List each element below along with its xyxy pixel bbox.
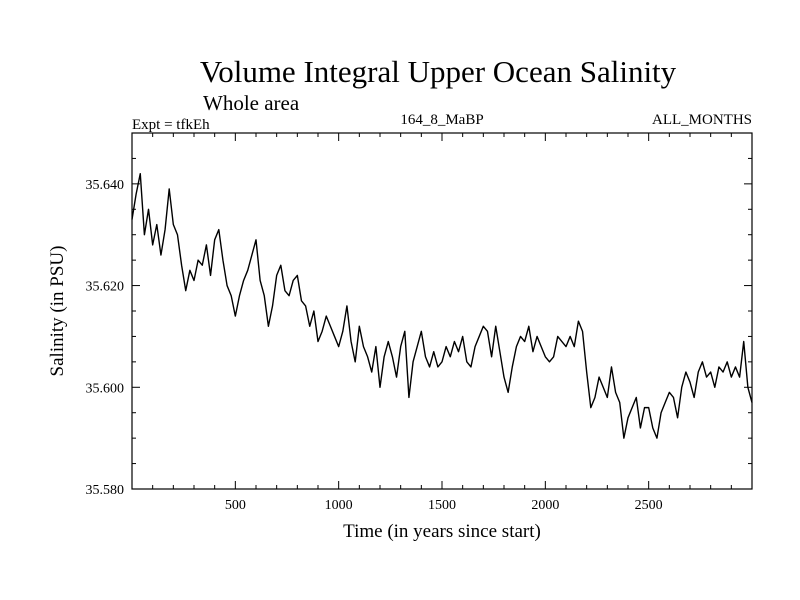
x-tick-label: 2500: [635, 498, 663, 513]
y-tick-label: 35.600: [86, 381, 125, 396]
y-tick-label: 35.620: [86, 280, 125, 295]
y-tick-label: 35.580: [86, 483, 125, 498]
x-tick-label: 500: [225, 498, 246, 513]
y-tick-label: 35.640: [86, 178, 125, 193]
x-axis: 500 1000 1500 2000 2500: [152, 133, 732, 513]
run-label: 164_8_MaBP: [400, 112, 483, 128]
x-tick-label: 1500: [428, 498, 456, 513]
salinity-series-line: [131, 172, 753, 439]
y-axis: 35.580 35.600 35.620 35.640: [86, 157, 752, 498]
chart-title: Volume Integral Upper Ocean Salinity: [200, 54, 677, 89]
experiment-label: Expt = tfkEh: [132, 117, 210, 133]
plot-frame: [131, 132, 753, 490]
chart-subtitle: Whole area: [203, 91, 300, 115]
months-label: ALL_MONTHS: [652, 112, 752, 128]
x-tick-label: 2000: [531, 498, 559, 513]
series-layer: [131, 172, 753, 439]
y-axis-label: Salinity (in PSU): [47, 246, 68, 377]
x-tick-label: 1000: [325, 498, 353, 513]
x-axis-label: Time (in years since start): [343, 521, 541, 542]
